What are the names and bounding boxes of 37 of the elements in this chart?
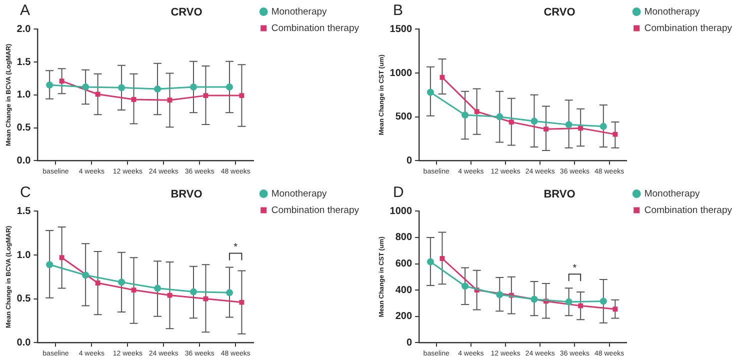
y-tick-label: 0.5	[16, 122, 32, 134]
y-tick-label: 0	[406, 155, 412, 166]
legend-label: Monotherapy	[271, 188, 328, 199]
annotation: *	[234, 242, 238, 253]
y-tick-label: 500	[395, 112, 412, 123]
legend-label: Monotherapy	[271, 6, 328, 18]
chart-title: CRVO	[170, 6, 203, 19]
annotation: *	[572, 262, 577, 274]
y-tick-label: 0	[406, 336, 412, 348]
chart-title: CRVO	[544, 6, 576, 19]
legend-label: Combination therapy	[644, 22, 732, 34]
legend-label: Monotherapy	[644, 6, 700, 18]
text: A	[20, 2, 30, 19]
y-tick-label: 0.0	[16, 336, 32, 348]
chart-title: BRVO	[170, 188, 203, 200]
y-tick-label: 200	[395, 310, 412, 322]
chart-title: BRVO	[544, 188, 576, 200]
y-tick-label: 1.0	[16, 90, 32, 101]
text: B	[393, 2, 404, 19]
y-tick-label: 1500	[390, 24, 412, 35]
y-tick-label: 0.0	[16, 155, 32, 166]
text: C	[20, 184, 31, 200]
text: D	[393, 184, 404, 200]
y-tick-label: 600	[395, 258, 412, 270]
y-tick-label: 1.5	[16, 56, 32, 68]
legend-label: Combination therapy	[644, 204, 732, 216]
y-tick-label: 0.5	[16, 293, 32, 304]
legend-label: Combination therapy	[271, 22, 360, 34]
legend-label: Monotherapy	[644, 188, 700, 199]
y-tick-label: 1000	[390, 205, 412, 216]
y-tick-label: 1.0	[16, 249, 32, 260]
y-tick-label: 2.0	[16, 24, 32, 35]
legend-label: Combination therapy	[271, 204, 360, 216]
y-tick-label: 1.5	[16, 205, 32, 216]
y-tick-label: 400	[395, 284, 412, 296]
y-tick-label: 800	[395, 232, 412, 243]
y-tick-label: 1000	[390, 68, 412, 79]
